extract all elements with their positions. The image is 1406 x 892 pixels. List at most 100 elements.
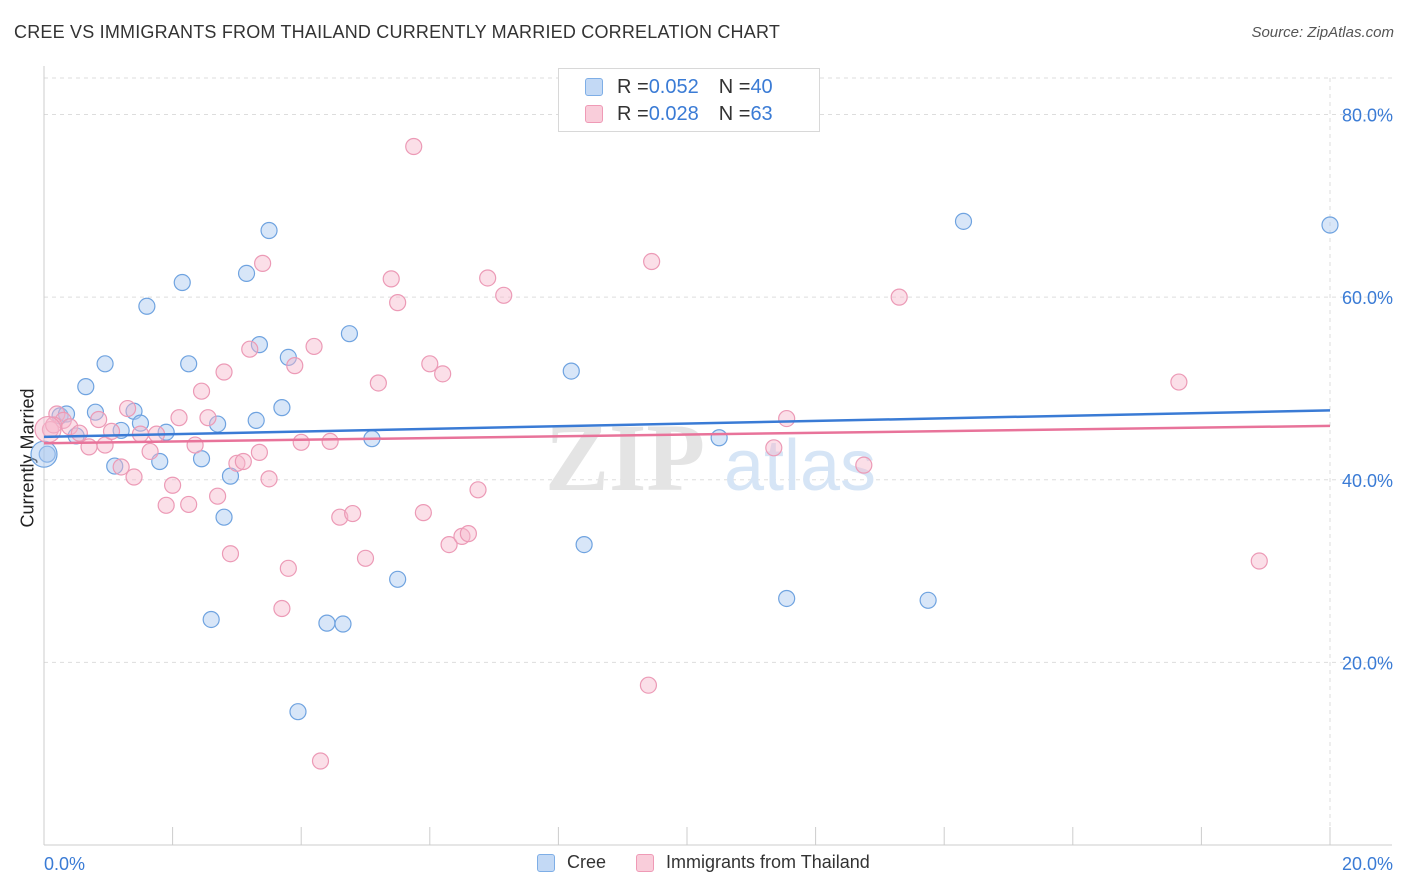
watermark: ZIP atlas <box>545 404 876 511</box>
data-point <box>434 365 452 383</box>
data-point <box>919 591 937 609</box>
data-point <box>344 504 362 523</box>
legend-item-cree[interactable]: Cree <box>537 852 606 873</box>
data-point <box>469 481 487 499</box>
data-point <box>331 508 349 526</box>
r-label: R = <box>617 75 649 98</box>
data-point <box>260 221 278 240</box>
y-tick-label: 60.0% <box>1342 288 1393 308</box>
data-point <box>38 445 56 463</box>
data-point <box>405 137 423 156</box>
data-point <box>710 429 728 447</box>
trend-lines <box>43 409 1331 445</box>
data-point <box>1170 373 1188 391</box>
data-point <box>369 374 387 392</box>
data-point <box>778 589 796 608</box>
data-point <box>180 355 198 373</box>
trend-line-thailand <box>43 424 1331 445</box>
r-value: 0.052 <box>648 75 699 98</box>
data-point <box>356 549 375 567</box>
data-point <box>125 468 143 486</box>
r-label: R = <box>617 102 649 125</box>
data-point <box>639 676 658 694</box>
data-point <box>382 270 400 288</box>
data-point <box>289 703 307 721</box>
watermark-atlas: atlas <box>724 426 876 506</box>
data-point <box>954 212 973 230</box>
data-point <box>34 415 62 444</box>
data-point <box>106 457 124 475</box>
data-point <box>1321 216 1339 234</box>
data-point <box>890 288 908 306</box>
data-point <box>70 424 88 442</box>
source-credit: Source: ZipAtlas.com <box>1251 24 1394 41</box>
data-point <box>215 508 233 526</box>
tick-labels: 20.0% 40.0% 60.0% 80.0% 0.0% 20.0% <box>44 106 1393 874</box>
data-point <box>192 382 211 400</box>
n-value: 63 <box>750 102 773 125</box>
legend-swatch-cree <box>537 853 555 872</box>
data-point <box>389 570 407 588</box>
data-point <box>77 378 95 396</box>
data-point <box>279 559 297 577</box>
data-point <box>479 269 497 287</box>
data-point <box>157 496 175 514</box>
data-point <box>112 458 130 476</box>
data-point <box>173 273 191 292</box>
legend-item-thailand[interactable]: Immigrants from Thailand <box>636 852 870 873</box>
data-point <box>440 535 458 554</box>
series-thailand-points <box>34 137 1268 770</box>
data-point <box>414 504 432 522</box>
data-point <box>228 454 246 472</box>
r-value: 0.028 <box>648 102 699 125</box>
series-cree-points <box>30 212 1339 721</box>
data-point <box>562 362 580 380</box>
data-point <box>30 440 58 468</box>
data-point <box>286 357 304 375</box>
data-point <box>96 355 114 373</box>
y-tick-label: 20.0% <box>1342 653 1393 673</box>
data-point <box>273 399 291 417</box>
n-label: N = <box>718 75 751 98</box>
data-point <box>340 325 359 343</box>
data-point <box>334 615 352 633</box>
data-point <box>237 264 256 283</box>
x-tick-label: 20.0% <box>1342 854 1393 874</box>
data-point <box>260 470 278 488</box>
data-point <box>575 535 593 554</box>
data-point <box>459 525 477 543</box>
data-point <box>273 599 291 618</box>
data-point <box>118 399 137 418</box>
data-point <box>186 436 204 454</box>
data-point <box>389 294 407 312</box>
data-point <box>234 452 252 471</box>
legend-swatch-thailand <box>636 853 655 872</box>
legend-swatch-thailand <box>585 105 603 123</box>
data-point <box>170 409 188 427</box>
legend-label-thailand: Immigrants from Thailand <box>666 852 870 872</box>
data-point <box>318 614 336 632</box>
data-point <box>141 442 159 461</box>
stats-legend: R = 0.052 N = 40 R = 0.028 N = 63 <box>558 68 820 132</box>
data-point <box>778 409 796 428</box>
n-value: 40 <box>750 75 773 98</box>
y-tick-label: 40.0% <box>1342 471 1393 491</box>
data-point <box>254 254 272 272</box>
data-point <box>164 476 182 494</box>
data-point <box>221 545 240 563</box>
data-point <box>250 336 269 354</box>
data-point <box>241 340 259 358</box>
legend-swatch-cree <box>585 78 603 96</box>
axes <box>43 66 1392 846</box>
data-point <box>80 438 98 456</box>
watermark-zip: ZIP <box>545 404 705 511</box>
stats-legend-row-cree: R = 0.052 N = 40 <box>585 74 773 100</box>
data-point <box>90 410 108 429</box>
data-point <box>250 443 269 461</box>
data-point <box>321 432 339 451</box>
data-point <box>180 495 198 514</box>
y-tick-label: 80.0% <box>1342 106 1393 126</box>
trend-line-cree <box>43 409 1331 439</box>
data-point <box>643 252 661 271</box>
